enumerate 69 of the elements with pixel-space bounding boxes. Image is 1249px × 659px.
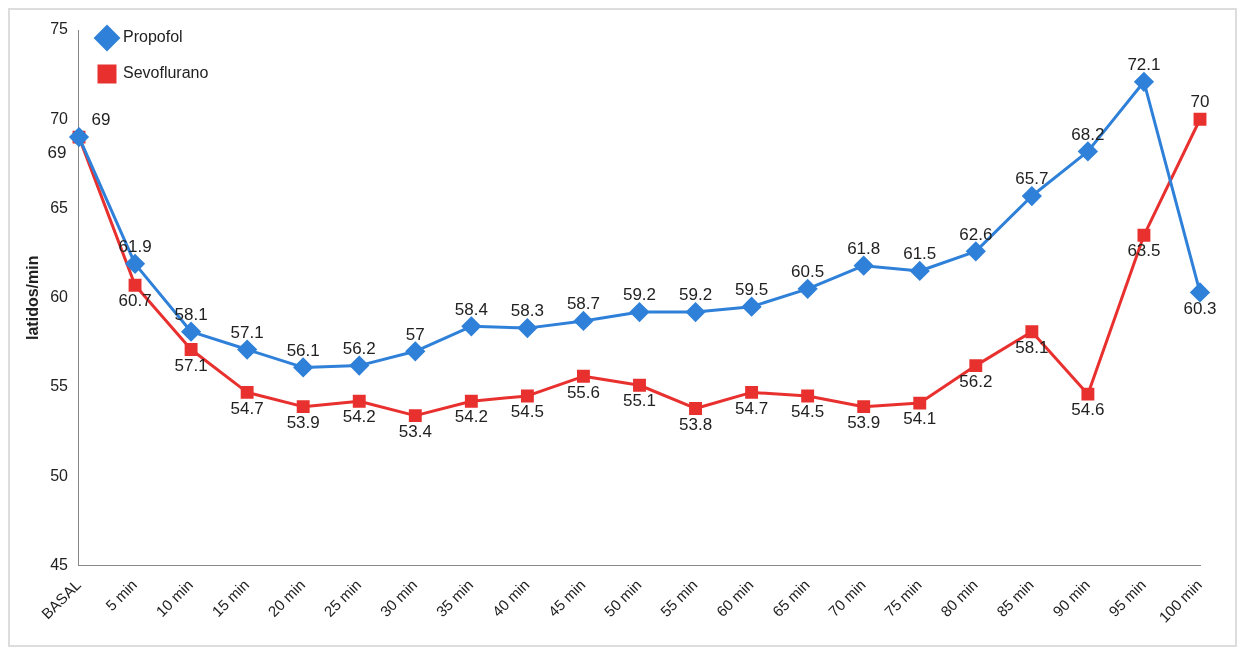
data-label: 72.1 [1127, 54, 1161, 74]
legend-label: Sevoflurano [123, 64, 209, 82]
data-label: 53.9 [286, 412, 320, 432]
x-tick-label: 45 min [544, 575, 589, 620]
data-label: 58.7 [566, 294, 600, 314]
y-tick-label: 45 [50, 555, 69, 573]
data-label: 53.4 [398, 421, 432, 441]
data-label: 61.8 [847, 238, 881, 258]
data-label: 53.8 [679, 414, 713, 434]
x-tick-label: 30 min [376, 575, 421, 620]
x-tick-label: 70 min [824, 575, 869, 620]
data-label: 70 [1190, 92, 1210, 112]
x-tick-label: 85 min [993, 575, 1037, 620]
x-tick-label: 5 min [102, 575, 141, 614]
x-tick-label: 90 min [1049, 575, 1093, 620]
x-tick-label: 15 min [208, 575, 253, 620]
x-tick-label: 50 min [600, 575, 645, 620]
x-tick-label: 55 min [656, 575, 701, 620]
data-label: 55.1 [622, 391, 657, 411]
x-tick-label: 80 min [936, 575, 981, 620]
data-label: 56.2 [959, 371, 993, 391]
data-label: 62.6 [959, 224, 993, 244]
data-label: 58.1 [1015, 337, 1049, 357]
x-tick-label: 40 min [488, 575, 533, 620]
data-label: 54.5 [510, 402, 544, 422]
data-label: 54.5 [791, 402, 825, 422]
data-label: 56.2 [342, 338, 376, 358]
x-tick-label: 100 min [1155, 575, 1206, 626]
data-label: 58.3 [510, 301, 544, 321]
data-label: 59.2 [679, 285, 713, 305]
data-label: 69 [47, 143, 67, 163]
y-tick-label: 65 [50, 198, 69, 216]
x-tick-label: 35 min [432, 575, 477, 620]
x-tick-label: 25 min [320, 575, 365, 620]
data-label: 57.1 [230, 322, 264, 342]
data-label: 54.2 [342, 407, 376, 427]
y-axis-title: latidos/min [24, 255, 42, 340]
x-tick-label: 65 min [768, 575, 813, 620]
data-label: 60.7 [118, 291, 152, 311]
data-label: 57 [405, 324, 425, 344]
y-tick-label: 70 [50, 109, 69, 127]
data-label: 60.3 [1183, 298, 1217, 318]
data-label: 59.5 [735, 279, 769, 299]
data-label: 57.1 [174, 355, 208, 375]
data-label: 58.4 [454, 299, 488, 319]
data-label: 65.7 [1015, 169, 1049, 189]
y-tick-label: 50 [50, 466, 69, 484]
data-label: 55.6 [566, 382, 600, 402]
data-label: 60.5 [791, 262, 825, 282]
data-label: 56.1 [286, 340, 320, 360]
x-tick-label: 20 min [264, 575, 309, 620]
x-tick-label: 60 min [712, 575, 757, 620]
data-label: 69 [91, 110, 111, 130]
data-label: 53.9 [847, 412, 881, 432]
data-label: 54.2 [454, 407, 488, 427]
y-tick-label: 60 [50, 288, 69, 306]
data-label: 59.2 [622, 285, 657, 305]
data-label: 54.7 [230, 398, 264, 418]
data-label: 54.6 [1071, 400, 1105, 420]
data-label: 61.5 [903, 244, 937, 264]
y-tick-label: 55 [50, 377, 69, 395]
legend-label: Propofol [123, 28, 183, 46]
y-tick-label: 75 [50, 20, 69, 38]
x-tick-label: 95 min [1105, 575, 1149, 620]
x-tick-label: 10 min [152, 575, 197, 620]
data-label: 54.1 [903, 409, 937, 429]
data-label: 58.1 [174, 304, 208, 324]
data-label: 54.7 [735, 398, 769, 418]
x-tick-label: 75 min [880, 575, 925, 620]
